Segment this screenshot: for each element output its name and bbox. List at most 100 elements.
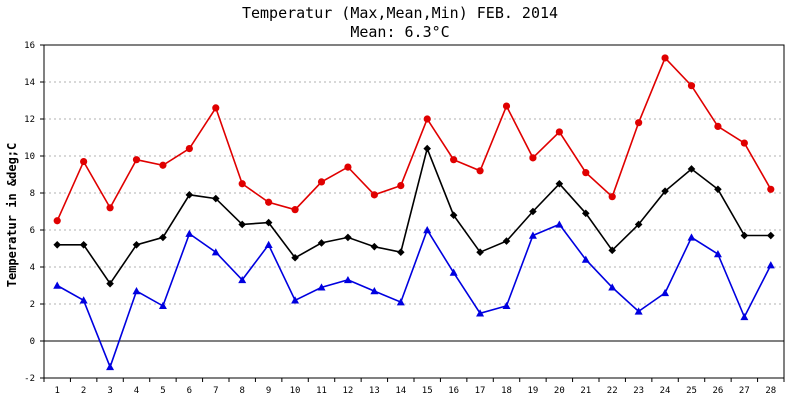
point-mean	[396, 248, 405, 256]
point-max	[608, 193, 616, 201]
point-max	[370, 191, 378, 199]
point-max	[740, 139, 748, 147]
point-mean	[211, 194, 220, 203]
point-min	[132, 287, 141, 295]
point-mean	[132, 241, 141, 249]
point-min	[713, 250, 722, 258]
point-mean	[502, 237, 511, 245]
grid-layer	[44, 81, 784, 342]
x-tick-label: 8	[240, 386, 245, 396]
series-layer	[53, 54, 775, 371]
point-min	[185, 229, 194, 237]
point-mean	[529, 207, 537, 216]
series-line-min	[56, 223, 772, 370]
point-min	[317, 283, 326, 291]
x-tick-label: 21	[580, 386, 591, 396]
x-tick-label: 25	[686, 386, 697, 396]
chart-subtitle: Mean: 6.3°C	[350, 23, 449, 41]
point-max	[53, 217, 61, 225]
point-max	[502, 102, 511, 110]
x-tick-label: 5	[160, 386, 165, 396]
point-max	[212, 104, 220, 112]
point-min	[396, 298, 405, 306]
point-min	[343, 275, 352, 284]
point-min	[291, 296, 300, 304]
point-max	[635, 119, 643, 127]
point-mean	[317, 239, 326, 247]
x-tick-label: 28	[765, 386, 776, 396]
point-min	[449, 268, 458, 276]
y-tick-label: 14	[24, 78, 35, 88]
x-tick-label: 18	[501, 386, 512, 396]
point-mean	[423, 144, 432, 153]
point-max	[450, 156, 458, 164]
point-min	[106, 362, 115, 371]
x-tick-label: 11	[316, 386, 327, 396]
point-max	[185, 145, 193, 153]
point-mean	[714, 185, 722, 194]
x-tick-label: 9	[266, 386, 271, 396]
point-mean	[291, 253, 299, 262]
point-max	[661, 54, 669, 62]
point-mean	[264, 218, 273, 227]
point-max	[397, 182, 405, 190]
point-max	[687, 82, 696, 90]
point-max	[265, 198, 273, 206]
x-tick-label: 24	[660, 386, 671, 396]
y-tick-label: 4	[30, 263, 35, 273]
point-mean	[79, 241, 88, 249]
point-min	[766, 261, 775, 269]
point-mean	[581, 209, 590, 218]
point-min	[264, 240, 273, 248]
y-tick-label: 0	[30, 337, 35, 347]
x-tick-label: 17	[475, 386, 486, 396]
point-min	[158, 301, 167, 310]
point-max	[423, 115, 431, 123]
point-min	[740, 312, 749, 321]
y-tick-label: -2	[24, 374, 35, 384]
x-tick-label: 2	[81, 386, 86, 396]
x-tick-label: 12	[343, 386, 354, 396]
point-mean	[687, 165, 696, 173]
point-mean	[661, 187, 669, 195]
point-min	[370, 287, 379, 295]
point-mean	[185, 191, 194, 199]
chart-title: Temperatur (Max,Mean,Min) FEB. 2014	[242, 4, 558, 22]
point-min	[423, 226, 432, 234]
x-tick-label: 1	[55, 386, 60, 396]
point-mean	[238, 220, 247, 229]
y-tick-label: 6	[30, 226, 35, 236]
x-tick-label: 7	[213, 386, 218, 396]
x-tick-label: 20	[554, 386, 565, 396]
point-max	[529, 154, 537, 162]
point-min	[238, 275, 247, 284]
point-min	[79, 296, 88, 304]
point-mean	[740, 231, 749, 240]
x-tick-label: 23	[633, 386, 644, 396]
point-min	[555, 220, 564, 228]
point-max	[238, 180, 246, 188]
point-mean	[53, 241, 62, 249]
point-max	[317, 178, 326, 186]
point-mean	[766, 231, 775, 240]
point-max	[291, 206, 299, 214]
x-tick-label: 14	[395, 386, 406, 396]
x-tick-label: 4	[134, 386, 139, 396]
x-tick-label: 27	[739, 386, 750, 396]
x-tick-label: 15	[422, 386, 433, 396]
point-mean	[106, 279, 114, 288]
point-min	[528, 231, 537, 239]
point-mean	[449, 211, 458, 219]
x-tick-label: 10	[290, 386, 301, 396]
point-min	[476, 309, 485, 317]
plot-frame	[43, 44, 785, 379]
point-max	[582, 169, 590, 177]
point-min	[53, 281, 62, 289]
y-tick-label: 8	[30, 189, 35, 199]
point-mean	[344, 233, 352, 242]
point-mean	[555, 179, 564, 188]
point-min	[608, 283, 617, 291]
